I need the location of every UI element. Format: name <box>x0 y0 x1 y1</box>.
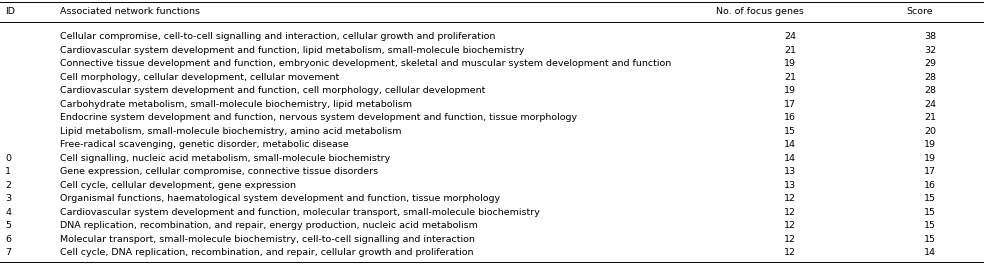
Text: 12: 12 <box>784 194 796 203</box>
Text: 21: 21 <box>924 113 936 122</box>
Text: Molecular transport, small-molecule biochemistry, cell-to-cell signalling and in: Molecular transport, small-molecule bioc… <box>60 235 475 244</box>
Text: 12: 12 <box>784 248 796 257</box>
Text: 12: 12 <box>784 208 796 217</box>
Text: 17: 17 <box>784 100 796 109</box>
Text: 24: 24 <box>924 100 936 109</box>
Text: Connective tissue development and function, embryonic development, skeletal and : Connective tissue development and functi… <box>60 59 671 68</box>
Text: 14: 14 <box>924 248 936 257</box>
Text: 15: 15 <box>784 127 796 136</box>
Text: Organismal functions, haematological system development and function, tissue mor: Organismal functions, haematological sys… <box>60 194 500 203</box>
Text: 19: 19 <box>784 86 796 95</box>
Text: 5: 5 <box>5 221 11 230</box>
Text: 29: 29 <box>924 59 936 68</box>
Text: Associated network functions: Associated network functions <box>60 7 200 17</box>
Text: Cellular compromise, cell-to-cell signalling and interaction, cellular growth an: Cellular compromise, cell-to-cell signal… <box>60 32 495 41</box>
Text: 13: 13 <box>784 167 796 176</box>
Text: Carbohydrate metabolism, small-molecule biochemistry, lipid metabolism: Carbohydrate metabolism, small-molecule … <box>60 100 412 109</box>
Text: Cell cycle, DNA replication, recombination, and repair, cellular growth and prol: Cell cycle, DNA replication, recombinati… <box>60 248 473 257</box>
Text: Cell morphology, cellular development, cellular movement: Cell morphology, cellular development, c… <box>60 73 339 82</box>
Text: 12: 12 <box>784 221 796 230</box>
Text: 21: 21 <box>784 46 796 55</box>
Text: 13: 13 <box>784 181 796 190</box>
Text: 3: 3 <box>5 194 11 203</box>
Text: 16: 16 <box>924 181 936 190</box>
Text: 1: 1 <box>5 167 11 176</box>
Text: 19: 19 <box>924 140 936 149</box>
Text: 20: 20 <box>924 127 936 136</box>
Text: Cell signalling, nucleic acid metabolism, small-molecule biochemistry: Cell signalling, nucleic acid metabolism… <box>60 154 391 163</box>
Text: 15: 15 <box>924 208 936 217</box>
Text: 6: 6 <box>5 235 11 244</box>
Text: No. of focus genes: No. of focus genes <box>716 7 804 17</box>
Text: 38: 38 <box>924 32 936 41</box>
Text: 14: 14 <box>784 140 796 149</box>
Text: ID: ID <box>5 7 15 17</box>
Text: 15: 15 <box>924 221 936 230</box>
Text: Cell cycle, cellular development, gene expression: Cell cycle, cellular development, gene e… <box>60 181 296 190</box>
Text: 19: 19 <box>784 59 796 68</box>
Text: Cardiovascular system development and function, molecular transport, small-molec: Cardiovascular system development and fu… <box>60 208 540 217</box>
Text: 12: 12 <box>784 235 796 244</box>
Text: 14: 14 <box>784 154 796 163</box>
Text: Lipid metabolism, small-molecule biochemistry, amino acid metabolism: Lipid metabolism, small-molecule biochem… <box>60 127 401 136</box>
Text: 28: 28 <box>924 73 936 82</box>
Text: 28: 28 <box>924 86 936 95</box>
Text: 21: 21 <box>784 73 796 82</box>
Text: 32: 32 <box>924 46 936 55</box>
Text: 4: 4 <box>5 208 11 217</box>
Text: 2: 2 <box>5 181 11 190</box>
Text: Endocrine system development and function, nervous system development and functi: Endocrine system development and functio… <box>60 113 578 122</box>
Text: 15: 15 <box>924 235 936 244</box>
Text: Cardiovascular system development and function, lipid metabolism, small-molecule: Cardiovascular system development and fu… <box>60 46 524 55</box>
Text: Cardiovascular system development and function, cell morphology, cellular develo: Cardiovascular system development and fu… <box>60 86 485 95</box>
Text: 0: 0 <box>5 154 11 163</box>
Text: 7: 7 <box>5 248 11 257</box>
Text: Free-radical scavenging, genetic disorder, metabolic disease: Free-radical scavenging, genetic disorde… <box>60 140 348 149</box>
Text: Gene expression, cellular compromise, connective tissue disorders: Gene expression, cellular compromise, co… <box>60 167 378 176</box>
Text: 24: 24 <box>784 32 796 41</box>
Text: 17: 17 <box>924 167 936 176</box>
Text: DNA replication, recombination, and repair, energy production, nucleic acid meta: DNA replication, recombination, and repa… <box>60 221 478 230</box>
Text: 16: 16 <box>784 113 796 122</box>
Text: 15: 15 <box>924 194 936 203</box>
Text: Score: Score <box>906 7 933 17</box>
Text: 19: 19 <box>924 154 936 163</box>
